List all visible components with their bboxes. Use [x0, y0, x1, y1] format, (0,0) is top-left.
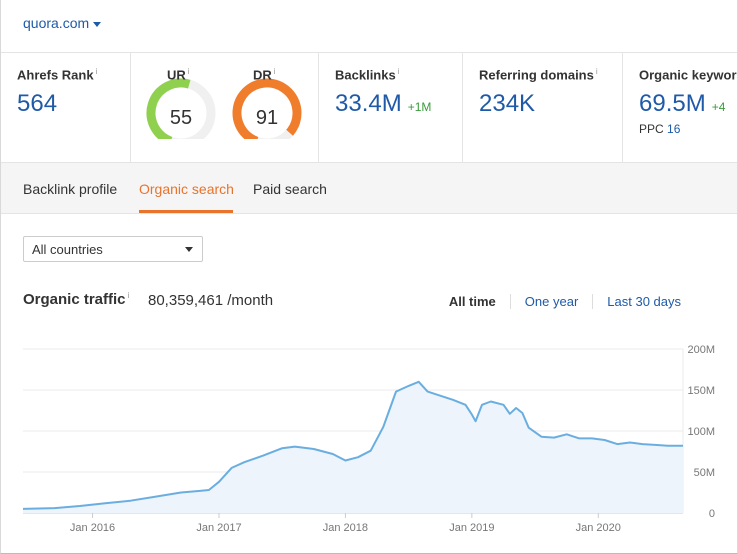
tab-backlink-profile[interactable]: Backlink profile: [23, 181, 118, 197]
info-icon[interactable]: i: [95, 67, 98, 76]
tab-paid-search[interactable]: Paid search: [253, 181, 327, 197]
metric-ahrefs-rank: Ahrefs Rank i 564: [1, 53, 131, 163]
ppc-row: PPC 16: [639, 122, 681, 137]
x-tick-label: Jan 2016: [70, 522, 115, 534]
ahrefs-rank-label: Ahrefs Rank i: [17, 67, 98, 83]
x-tick-label: Jan 2018: [323, 522, 368, 534]
x-tick-label: Jan 2019: [449, 522, 494, 534]
domain-selector[interactable]: quora.com: [23, 15, 102, 31]
traffic-chart: 0 50M 100M 150M 200M Jan 2016 Jan 2017 Jan 2018…: [1, 335, 737, 545]
info-icon[interactable]: i: [187, 67, 190, 76]
metric-organic-keywords: Organic keywordsi 69.5M+4 PPC 16: [623, 53, 737, 163]
traffic-area: [23, 381, 683, 513]
metrics-bar: Ahrefs Rank i 564 UR i 55 DR i 91: [1, 52, 737, 163]
chevron-down-icon: [93, 21, 102, 27]
dr-value: 91: [255, 107, 279, 129]
info-icon[interactable]: i: [273, 67, 276, 76]
y-tick-label: 50M: [694, 467, 715, 479]
organic-traffic-title: Organic traffic i: [23, 291, 130, 308]
ur-gauge-ring: [146, 78, 216, 139]
info-icon[interactable]: i: [595, 67, 598, 76]
backlinks-value[interactable]: 33.4M +1M: [335, 90, 432, 118]
chevron-down-icon: [185, 247, 193, 252]
traffic-chart-svg: 0 50M 100M 150M 200M Jan 2016 Jan 2017 Jan 2018…: [22, 344, 715, 534]
metric-backlinks: Backlinks i 33.4M +1M: [319, 53, 463, 163]
y-tick-label: 150M: [687, 385, 715, 397]
tabs-bar: Backlink profile Organic search Paid sea…: [1, 162, 737, 214]
range-last-30-days[interactable]: Last 30 days: [592, 294, 695, 309]
y-tick-label: 200M: [687, 344, 715, 356]
info-icon[interactable]: i: [397, 67, 400, 76]
backlinks-delta: +1M: [407, 100, 432, 115]
organic-keywords-value[interactable]: 69.5M +4: [639, 90, 726, 118]
dr-label: DR i: [253, 67, 276, 83]
referring-domains-label: Referring domains i: [479, 67, 598, 83]
ppc-value[interactable]: 16: [667, 122, 681, 137]
country-select[interactable]: All countries: [23, 236, 203, 262]
x-tick-label: Jan 2020: [576, 522, 621, 534]
country-select-value: All countries: [32, 242, 103, 257]
tab-organic-search[interactable]: Organic search: [139, 181, 234, 197]
metric-referring-domains: Referring domains i 234K: [463, 53, 623, 163]
ur-value: 55: [169, 107, 193, 129]
backlinks-label: Backlinks i: [335, 67, 400, 83]
info-icon[interactable]: i: [127, 291, 130, 300]
y-tick-label: 0: [709, 508, 715, 520]
x-tick-label: Jan 2017: [196, 522, 241, 534]
dr-gauge-ring: [232, 78, 302, 139]
organic-traffic-value: 80,359,461 /month: [148, 292, 274, 309]
organic-keywords-delta: +4: [711, 100, 726, 115]
ur-label: UR i: [167, 67, 190, 83]
traffic-line: [22, 380, 683, 510]
range-all-time[interactable]: All time: [448, 294, 496, 309]
range-selector: All time One year Last 30 days: [449, 294, 695, 309]
ahrefs-rank-value[interactable]: 564: [17, 90, 58, 118]
y-tick-label: 100M: [687, 426, 715, 438]
domain-name: quora.com: [23, 15, 90, 31]
active-tab-indicator: [139, 210, 233, 213]
metric-ur-dr: UR i 55 DR i 91: [131, 53, 319, 163]
range-one-year[interactable]: One year: [509, 294, 592, 309]
organic-keywords-label: Organic keywordsi: [639, 67, 737, 83]
referring-domains-value[interactable]: 234K: [479, 90, 536, 118]
